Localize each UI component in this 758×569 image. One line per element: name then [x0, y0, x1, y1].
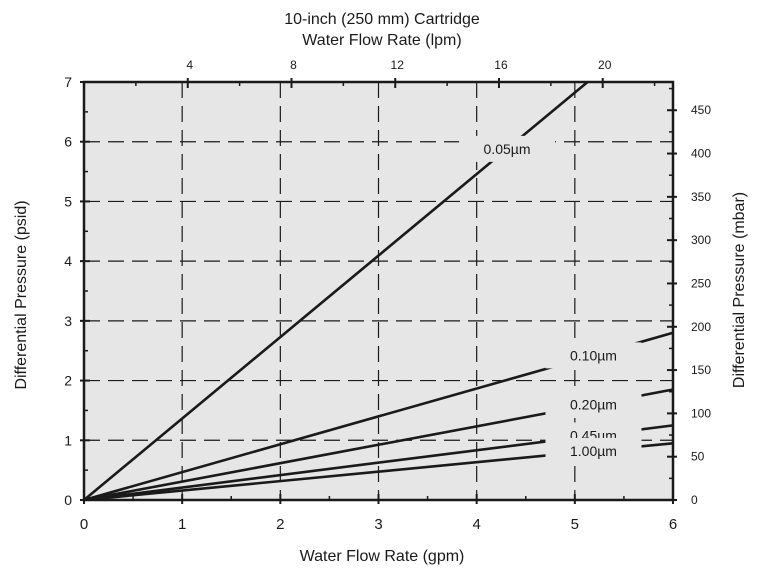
- series-label-gap: [545, 437, 642, 464]
- left-tick-label: 4: [64, 253, 72, 269]
- right-tick-label: 450: [691, 103, 711, 117]
- right-tick-label: 50: [691, 450, 705, 464]
- right-tick-label: 100: [691, 406, 711, 420]
- bottom-axis-label: Water Flow Rate (gpm): [300, 548, 465, 565]
- series-label: 0.05µm: [484, 141, 531, 157]
- bottom-tick-label: 4: [472, 516, 480, 533]
- left-tick-label: 0: [64, 492, 72, 508]
- left-axis-label: Differential Pressure (psid): [13, 200, 30, 389]
- bottom-tick-label: 0: [80, 516, 88, 533]
- left-tick-label: 5: [64, 193, 72, 209]
- series-label-gap: [459, 135, 556, 162]
- series-label: 0.20µm: [570, 396, 617, 412]
- right-tick-label: 300: [691, 233, 711, 247]
- top-tick-label: 16: [494, 58, 508, 72]
- series-label: 1.00µm: [570, 443, 617, 459]
- top-tick-label: 12: [391, 58, 405, 72]
- right-tick-label: 350: [691, 190, 711, 204]
- bottom-tick-label: 5: [571, 516, 579, 533]
- top-tick-label: 4: [186, 58, 193, 72]
- top-axis-label: Water Flow Rate (lpm): [302, 32, 461, 49]
- right-tick-label: 250: [691, 276, 711, 290]
- bottom-tick-label: 1: [178, 516, 186, 533]
- left-tick-label: 3: [64, 313, 72, 329]
- right-tick-label: 150: [691, 363, 711, 377]
- left-tick-label: 6: [64, 134, 72, 150]
- series-label: 0.10µm: [570, 347, 617, 363]
- top-tick-label: 20: [598, 58, 612, 72]
- right-tick-label: 200: [691, 320, 711, 334]
- bottom-tick-label: 2: [276, 516, 284, 533]
- chart-title: 10-inch (250 mm) Cartridge: [284, 11, 480, 28]
- left-tick-label: 1: [64, 432, 72, 448]
- bottom-tick-label: 6: [669, 516, 677, 533]
- top-tick-label: 8: [290, 58, 297, 72]
- bottom-tick-label: 3: [374, 516, 382, 533]
- right-axis-label: Differential Pressure (mbar): [731, 192, 748, 388]
- right-tick-label: 0: [691, 493, 698, 507]
- left-tick-label: 7: [64, 74, 72, 90]
- right-tick-label: 400: [691, 147, 711, 161]
- left-tick-label: 2: [64, 373, 72, 389]
- series-label-gap: [545, 342, 642, 369]
- axis-ticks: [80, 78, 677, 504]
- series-label-gap: [545, 391, 642, 418]
